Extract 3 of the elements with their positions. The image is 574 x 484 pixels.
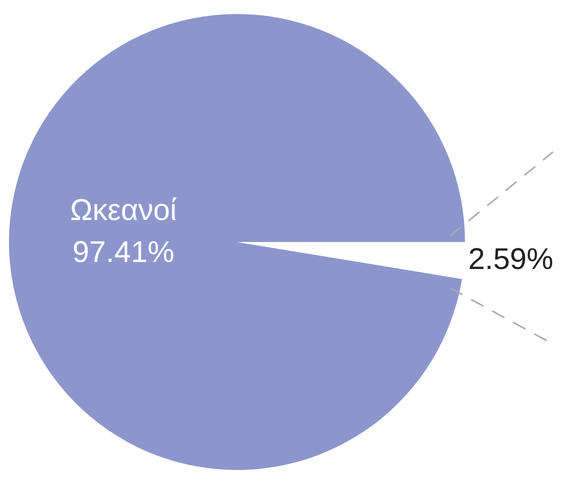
data-label: 2.59% bbox=[468, 243, 554, 276]
slice-label: Ωκεανοί bbox=[70, 194, 177, 227]
data-label: 97.41% bbox=[72, 236, 174, 269]
